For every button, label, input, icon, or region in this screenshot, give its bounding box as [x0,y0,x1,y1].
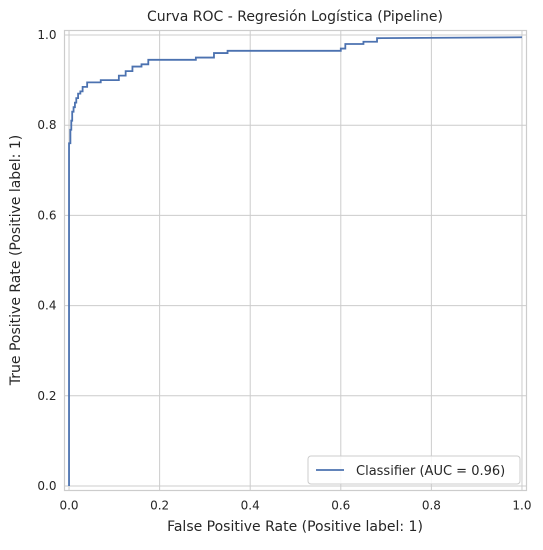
x-tick-labels: 0.0 0.2 0.4 0.6 0.8 1.0 [59,499,531,513]
grid [64,30,527,491]
x-tick-label: 0.6 [331,499,350,513]
x-axis-label: False Positive Rate (Positive label: 1) [167,519,423,535]
chart-title: Curva ROC - Regresión Logística (Pipelin… [147,9,443,25]
y-tick-label: 1.0 [37,28,56,42]
y-tick-label: 0.2 [37,389,56,403]
x-tick-label: 1.0 [512,499,531,513]
y-tick-label: 0.8 [37,118,56,132]
y-tick-label: 0.6 [37,208,56,222]
series-layer [68,36,522,486]
y-tick-labels: 0.0 0.2 0.4 0.6 0.8 1.0 [37,28,56,493]
roc-curve-line [68,36,522,486]
y-axis-label: True Positive Rate (Positive label: 1) [8,135,24,386]
x-tick-label: 0.8 [422,499,441,513]
x-tick-label: 0.4 [241,499,260,513]
x-tick-label: 0.0 [59,499,78,513]
legend-box [307,455,521,485]
y-tick-label: 0.4 [37,299,56,313]
plot-frame [63,29,528,492]
x-tick-label: 0.2 [150,499,169,513]
y-tick-label: 0.0 [37,479,56,493]
legend-label: Classifier (AUC = 0.96) [356,464,505,479]
legend: Classifier (AUC = 0.96) [307,455,521,485]
